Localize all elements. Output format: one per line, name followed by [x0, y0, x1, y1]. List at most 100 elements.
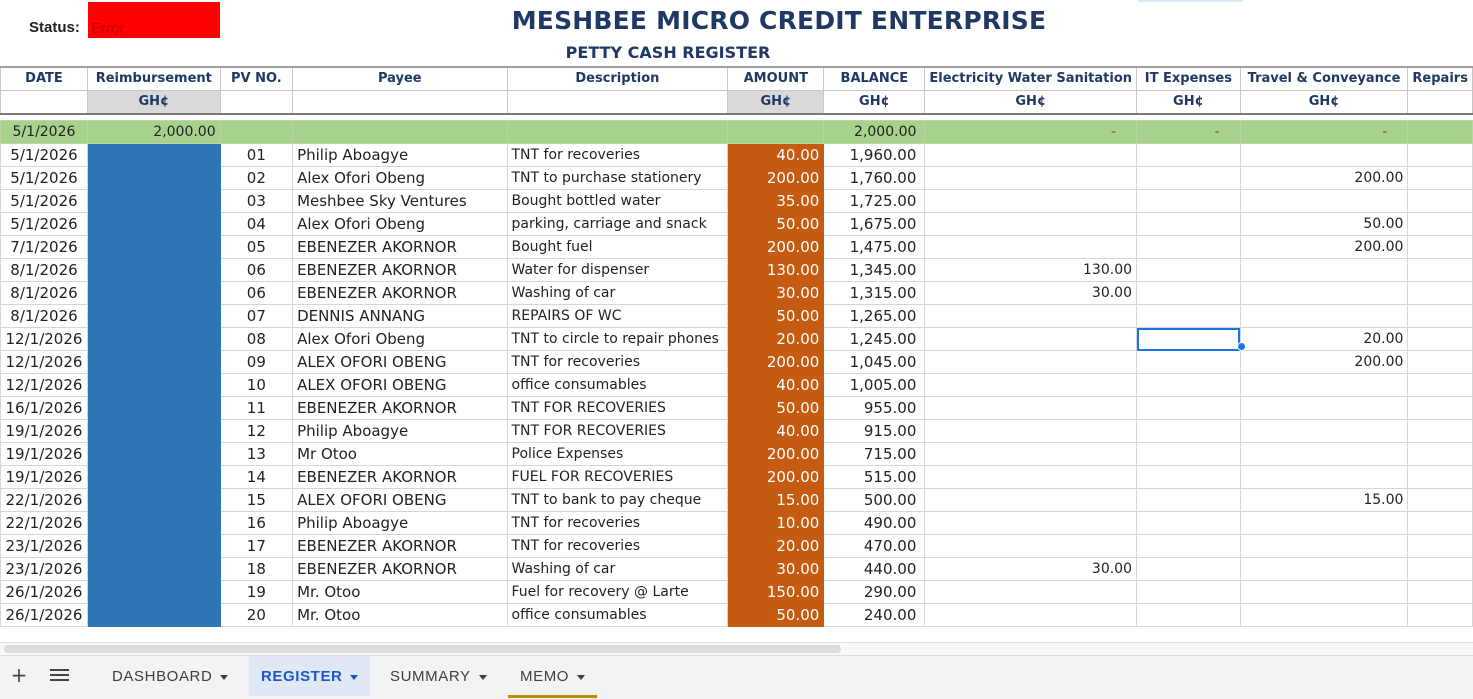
- col-header-description[interactable]: Description: [506, 66, 729, 91]
- col-header-it[interactable]: IT Expenses: [1136, 66, 1241, 91]
- cell-ews[interactable]: [924, 419, 1138, 443]
- chevron-down-icon[interactable]: [478, 674, 487, 680]
- cell-balance[interactable]: 515.00: [823, 465, 926, 489]
- cell-amount[interactable]: 50.00: [727, 212, 825, 236]
- cell-travel[interactable]: -: [1239, 120, 1409, 144]
- cell-ews[interactable]: -: [924, 120, 1138, 144]
- cell-payee[interactable]: Philip Aboagye: [292, 419, 508, 443]
- cell-balance[interactable]: 490.00: [823, 511, 926, 535]
- cell-pv[interactable]: 05: [219, 235, 294, 259]
- cell-it[interactable]: [1136, 511, 1241, 535]
- cell-balance[interactable]: 1,265.00: [823, 304, 926, 328]
- cell-repairs[interactable]: [1407, 189, 1473, 213]
- cell-amount[interactable]: [727, 120, 825, 144]
- cell-payee[interactable]: Alex Ofori Obeng: [292, 212, 508, 236]
- cell-payee[interactable]: EBENEZER AKORNOR: [292, 281, 508, 305]
- currency-cell[interactable]: GH¢: [1136, 90, 1241, 115]
- cell-pv[interactable]: 17: [219, 534, 294, 558]
- cell-amount[interactable]: 200.00: [727, 166, 825, 190]
- cell-ews[interactable]: [924, 580, 1138, 604]
- cell-reimbursement[interactable]: [86, 603, 221, 627]
- cell-date[interactable]: 23/1/2026: [0, 534, 88, 558]
- cell-reimbursement[interactable]: [86, 465, 221, 489]
- cell-amount[interactable]: 200.00: [727, 465, 825, 489]
- chevron-down-icon[interactable]: [350, 674, 359, 680]
- cell-description[interactable]: office consumables: [506, 373, 729, 397]
- cell-balance[interactable]: 1,045.00: [823, 350, 926, 374]
- cell-amount[interactable]: 20.00: [727, 327, 825, 351]
- cell-reimbursement[interactable]: [86, 557, 221, 581]
- cell-payee[interactable]: Mr. Otoo: [292, 580, 508, 604]
- cell-it[interactable]: [1136, 488, 1241, 512]
- cell-ews[interactable]: [924, 511, 1138, 535]
- cell-pv[interactable]: 10: [219, 373, 294, 397]
- cell-payee[interactable]: EBENEZER AKORNOR: [292, 396, 508, 420]
- cell-amount[interactable]: 200.00: [727, 350, 825, 374]
- cell-it[interactable]: [1136, 143, 1241, 167]
- cell-balance[interactable]: 240.00: [823, 603, 926, 627]
- cell-description[interactable]: Police Expenses: [506, 442, 729, 466]
- cell-repairs[interactable]: [1407, 534, 1473, 558]
- cell-date[interactable]: 5/1/2026: [0, 166, 88, 190]
- cell-payee[interactable]: EBENEZER AKORNOR: [292, 534, 508, 558]
- cell-it[interactable]: [1136, 534, 1241, 558]
- cell-travel[interactable]: [1239, 304, 1409, 328]
- currency-cell[interactable]: GH¢: [86, 90, 221, 115]
- cell-travel[interactable]: 15.00: [1239, 488, 1409, 512]
- cell-ews[interactable]: [924, 350, 1138, 374]
- cell-pv[interactable]: 13: [219, 442, 294, 466]
- cell-travel[interactable]: [1239, 189, 1409, 213]
- cell-description[interactable]: TNT for recoveries: [506, 350, 729, 374]
- cell-amount[interactable]: 15.00: [727, 488, 825, 512]
- cell-it[interactable]: [1136, 350, 1241, 374]
- currency-cell[interactable]: [1407, 90, 1473, 115]
- currency-cell[interactable]: [292, 90, 508, 115]
- cell-travel[interactable]: [1239, 419, 1409, 443]
- cell-balance[interactable]: 1,475.00: [823, 235, 926, 259]
- cell-balance[interactable]: 1,315.00: [823, 281, 926, 305]
- cell-pv[interactable]: 11: [219, 396, 294, 420]
- cell-date[interactable]: 23/1/2026: [0, 557, 88, 581]
- cell-balance[interactable]: 915.00: [823, 419, 926, 443]
- cell-pv[interactable]: 14: [219, 465, 294, 489]
- cell-pv[interactable]: 02: [219, 166, 294, 190]
- cell-date[interactable]: 5/1/2026: [0, 143, 88, 167]
- cell-amount[interactable]: 50.00: [727, 396, 825, 420]
- cell-payee[interactable]: ALEX OFORI OBENG: [292, 373, 508, 397]
- cell-pv[interactable]: 07: [219, 304, 294, 328]
- cell-balance[interactable]: 955.00: [823, 396, 926, 420]
- cell-amount[interactable]: 20.00: [727, 534, 825, 558]
- cell-it[interactable]: [1136, 189, 1241, 213]
- cell-description[interactable]: TNT for recoveries: [506, 511, 729, 535]
- cell-date[interactable]: 12/1/2026: [0, 350, 88, 374]
- cell-repairs[interactable]: [1407, 304, 1473, 328]
- tab-register[interactable]: REGISTER: [249, 656, 371, 696]
- cell-ews[interactable]: [924, 488, 1138, 512]
- cell-description[interactable]: TNT for recoveries: [506, 534, 729, 558]
- cell-it[interactable]: [1136, 281, 1241, 305]
- currency-cell[interactable]: GH¢: [924, 90, 1138, 115]
- cell-ews[interactable]: [924, 327, 1138, 351]
- cell-date[interactable]: 8/1/2026: [0, 258, 88, 282]
- cell-date[interactable]: 26/1/2026: [0, 580, 88, 604]
- cell-reimbursement[interactable]: [86, 166, 221, 190]
- cell-payee[interactable]: Meshbee Sky Ventures: [292, 189, 508, 213]
- cell-repairs[interactable]: [1407, 166, 1473, 190]
- currency-cell[interactable]: [506, 90, 729, 115]
- cell-pv[interactable]: [219, 120, 294, 144]
- col-header-balance[interactable]: BALANCE: [823, 66, 926, 91]
- cell-repairs[interactable]: [1407, 327, 1473, 351]
- cell-ews[interactable]: [924, 465, 1138, 489]
- cell-travel[interactable]: [1239, 396, 1409, 420]
- cell-travel[interactable]: [1239, 373, 1409, 397]
- cell-balance[interactable]: 715.00: [823, 442, 926, 466]
- cell-reimbursement[interactable]: [86, 488, 221, 512]
- cell-repairs[interactable]: [1407, 120, 1473, 144]
- cell-balance[interactable]: 1,245.00: [823, 327, 926, 351]
- cell-ews[interactable]: [924, 304, 1138, 328]
- cell-amount[interactable]: 35.00: [727, 189, 825, 213]
- cell-amount[interactable]: 30.00: [727, 557, 825, 581]
- cell-date[interactable]: 8/1/2026: [0, 304, 88, 328]
- cell-balance[interactable]: 290.00: [823, 580, 926, 604]
- cell-ews[interactable]: [924, 166, 1138, 190]
